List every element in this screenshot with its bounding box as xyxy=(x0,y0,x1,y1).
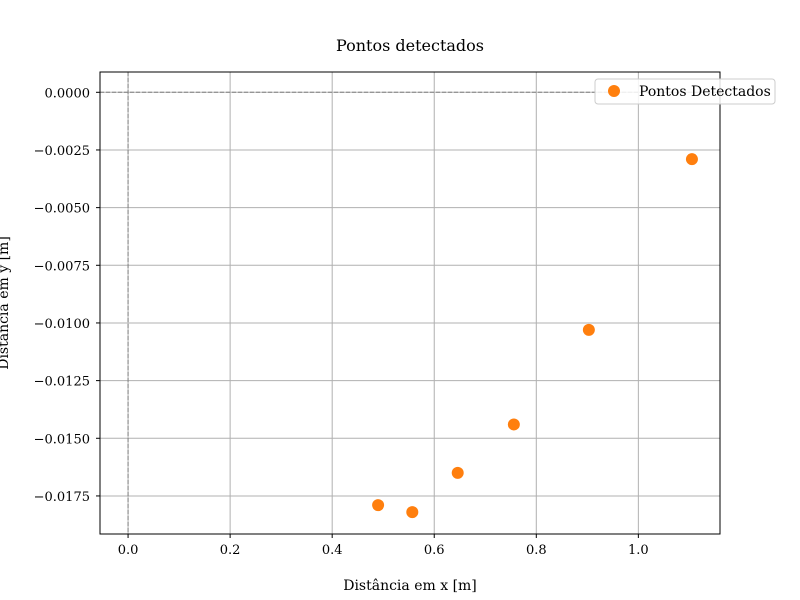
y-axis-ticks: 0.0000 −0.0025 −0.0050 −0.0075 −0.0100 −0.012… xyxy=(34,86,100,505)
data-point xyxy=(451,466,464,479)
x-tick-label: 0.6 xyxy=(424,543,445,558)
y-tick-label: −0.0125 xyxy=(34,375,90,390)
data-point xyxy=(507,418,520,431)
x-tick-label: 0.0 xyxy=(118,543,139,558)
y-tick-label: 0.0000 xyxy=(45,86,91,101)
data-point xyxy=(582,323,595,336)
x-tick-label: 1.0 xyxy=(628,543,649,558)
y-tick-label: −0.0150 xyxy=(34,432,90,447)
legend-marker xyxy=(608,85,620,97)
y-tick-label: −0.0075 xyxy=(34,259,90,274)
x-axis-label: Distância em x [m] xyxy=(343,578,477,594)
x-axis-ticks: 0.0 0.2 0.4 0.6 0.8 1.0 xyxy=(118,534,649,558)
y-tick-label: −0.0100 xyxy=(34,317,90,332)
x-tick-label: 0.8 xyxy=(526,543,547,558)
x-tick-label: 0.4 xyxy=(322,543,343,558)
plot-frame xyxy=(99,71,721,535)
legend: Pontos Detectados xyxy=(594,78,776,105)
y-tick-label: −0.0175 xyxy=(34,490,90,505)
y-axis-label: Distância em y [m] xyxy=(0,236,12,370)
y-tick-label: −0.0025 xyxy=(34,144,90,159)
data-point xyxy=(685,153,698,166)
chart-title: Pontos detectados xyxy=(336,36,484,55)
legend-box xyxy=(594,78,776,105)
data-point xyxy=(372,499,385,512)
y-tick-label: −0.0050 xyxy=(34,202,90,217)
data-points xyxy=(372,153,698,519)
grid-layer xyxy=(100,72,720,534)
x-tick-label: 0.2 xyxy=(220,543,241,558)
reference-lines xyxy=(100,72,720,534)
data-point xyxy=(406,506,419,519)
legend-label: Pontos Detectados xyxy=(639,84,771,100)
